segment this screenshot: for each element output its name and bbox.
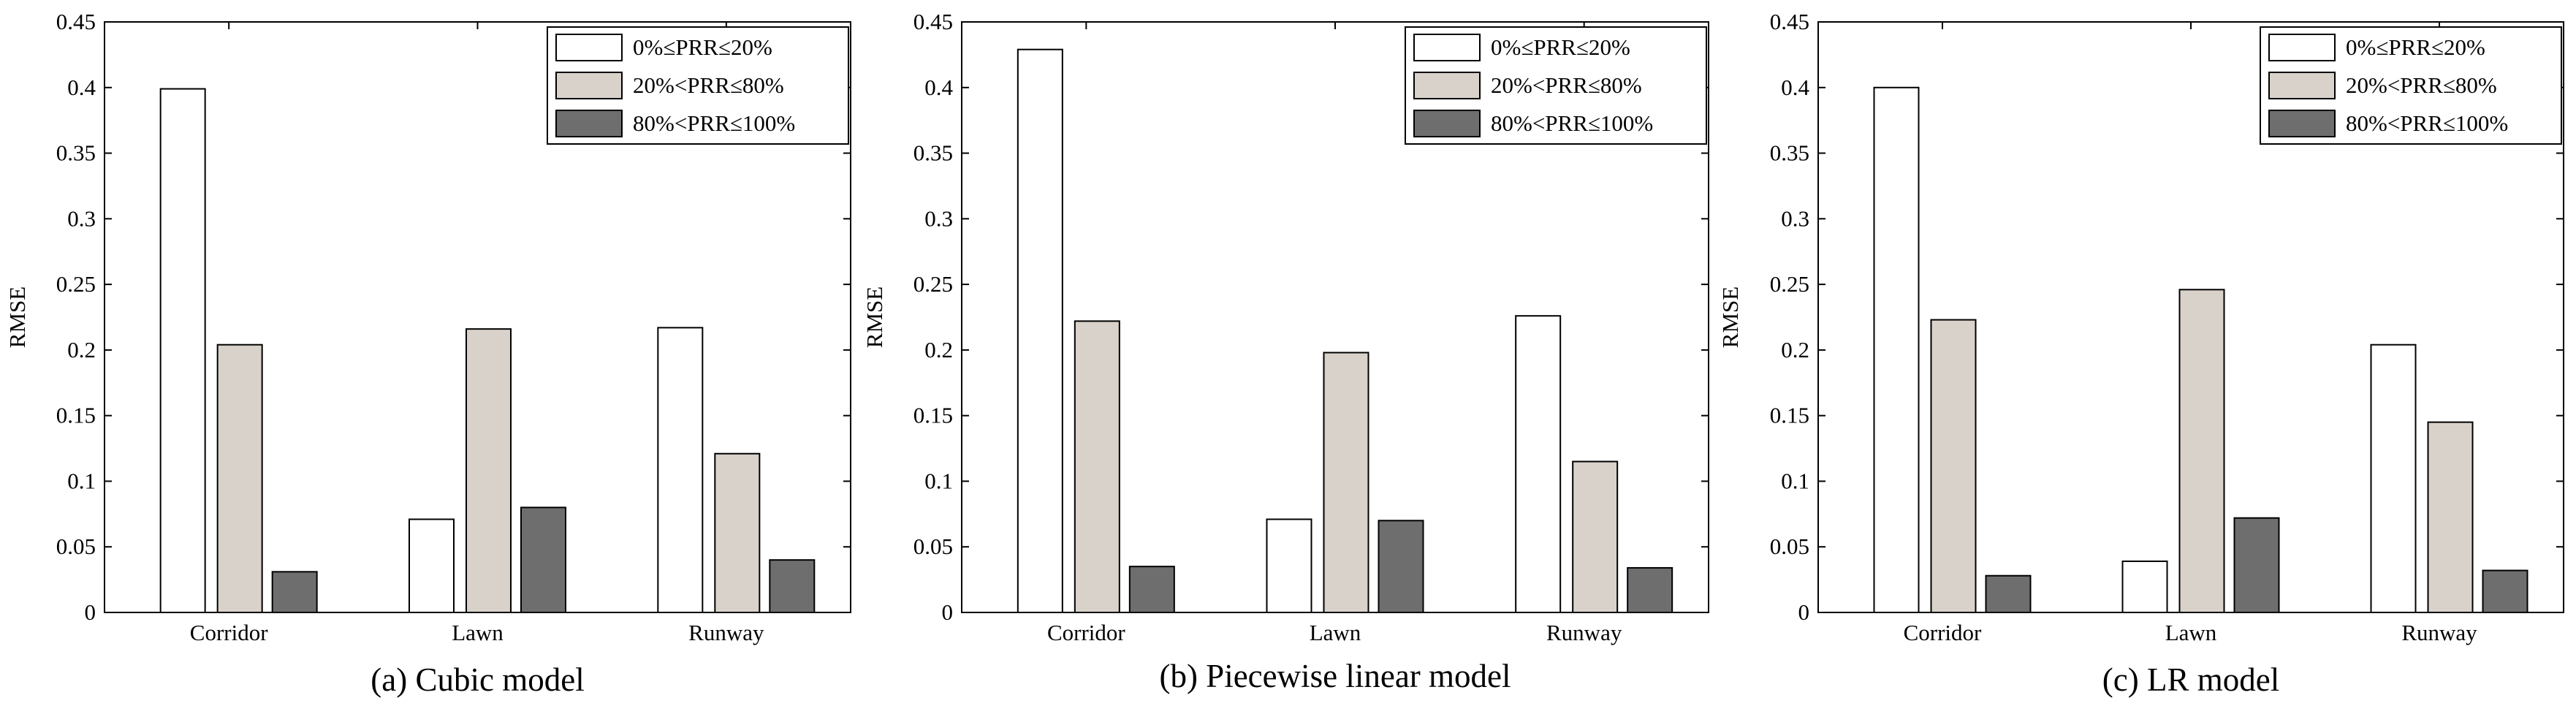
y-tick-label: 0.3 bbox=[67, 205, 96, 231]
bar-lawn-series-1 bbox=[409, 518, 455, 614]
legend-swatch-1 bbox=[2268, 34, 2336, 61]
bar-corridor-series-1 bbox=[159, 88, 206, 614]
bar-runway-series-3 bbox=[2482, 569, 2528, 614]
legend-label-3: 80%<PRR≤100% bbox=[2346, 110, 2508, 136]
y-tick-label: 0.4 bbox=[67, 75, 96, 100]
x-tick-label-corridor: Corridor bbox=[1904, 620, 1982, 645]
y-tick-label: 0.05 bbox=[913, 534, 953, 559]
bar-lawn-series-2 bbox=[2178, 289, 2225, 613]
y-tick-label: 0.1 bbox=[67, 468, 96, 493]
chart-caption-2: (b) Piecewise linear model bbox=[1159, 658, 1511, 694]
legend-swatch-3 bbox=[555, 110, 623, 137]
y-tick-label: 0.25 bbox=[1770, 271, 1809, 297]
y-tick-label: 0.05 bbox=[1770, 534, 1809, 559]
bar-corridor-series-2 bbox=[1074, 320, 1120, 613]
y-tick-label: 0.45 bbox=[56, 9, 96, 34]
x-tick-label-runway: Runway bbox=[2401, 620, 2477, 645]
y-tick-label: 0.4 bbox=[924, 75, 953, 100]
legend-swatch-3 bbox=[1413, 110, 1481, 137]
y-tick-label: 0.3 bbox=[924, 205, 953, 231]
bar-runway-series-1 bbox=[657, 327, 704, 613]
bar-runway-series-2 bbox=[2427, 421, 2474, 614]
bar-lawn-series-2 bbox=[466, 328, 512, 613]
y-tick-label: 0.1 bbox=[924, 468, 953, 493]
x-tick-label-lawn: Lawn bbox=[1310, 620, 1361, 645]
legend-label-1: 0%≤PRR≤20% bbox=[2346, 34, 2485, 60]
legend-swatch-3 bbox=[2268, 110, 2336, 137]
bar-corridor-series-3 bbox=[271, 571, 318, 613]
y-tick-label: 0.35 bbox=[1770, 140, 1809, 166]
x-tick-label-runway: Runway bbox=[1546, 620, 1622, 645]
bar-runway-series-3 bbox=[1627, 566, 1673, 613]
y-axis-label: RMSE bbox=[4, 286, 30, 348]
bar-lawn-series-2 bbox=[1323, 352, 1369, 613]
y-tick-label: 0.2 bbox=[924, 337, 953, 362]
bar-corridor-series-1 bbox=[1873, 86, 1920, 614]
y-axis-label: RMSE bbox=[1717, 286, 1743, 348]
y-tick-label: 0.4 bbox=[1781, 75, 1809, 100]
legend-swatch-1 bbox=[1413, 34, 1481, 61]
y-tick-label: 0.45 bbox=[913, 9, 953, 34]
bar-corridor-series-2 bbox=[1930, 319, 1977, 613]
y-tick-label: 0.3 bbox=[1781, 205, 1809, 231]
bar-corridor-series-3 bbox=[1985, 574, 2032, 613]
x-tick-label-corridor: Corridor bbox=[1047, 620, 1125, 645]
y-tick-label: 0.35 bbox=[913, 140, 953, 166]
legend-label-3: 80%<PRR≤100% bbox=[1491, 110, 1653, 136]
y-tick-label: 0.35 bbox=[56, 140, 96, 166]
legend-label-2: 20%<PRR≤80% bbox=[1491, 72, 1642, 98]
y-tick-label: 0.1 bbox=[1781, 468, 1809, 493]
chart-caption-3: (c) LR model bbox=[2102, 661, 2279, 698]
bar-runway-series-1 bbox=[2370, 343, 2417, 613]
y-tick-label: 0.25 bbox=[913, 271, 953, 297]
y-tick-label: 0.45 bbox=[1770, 9, 1809, 34]
legend-label-2: 20%<PRR≤80% bbox=[633, 72, 784, 98]
bar-lawn-series-1 bbox=[2121, 560, 2168, 613]
bar-lawn-series-1 bbox=[1266, 518, 1312, 614]
y-tick-label: 0 bbox=[85, 599, 96, 625]
y-tick-label: 0.15 bbox=[1770, 403, 1809, 428]
bar-lawn-series-3 bbox=[2233, 517, 2280, 613]
bar-runway-series-2 bbox=[1572, 460, 1619, 613]
bar-lawn-series-3 bbox=[520, 506, 566, 613]
y-tick-label: 0.15 bbox=[56, 403, 96, 428]
legend-swatch-1 bbox=[555, 34, 623, 61]
x-tick-label-lawn: Lawn bbox=[452, 620, 504, 645]
legend-swatch-2 bbox=[555, 72, 623, 99]
y-axis-label: RMSE bbox=[862, 286, 887, 348]
y-tick-label: 0 bbox=[942, 599, 954, 625]
chart-caption-1: (a) Cubic model bbox=[371, 661, 584, 698]
bar-corridor-series-1 bbox=[1017, 48, 1063, 613]
legend-label-2: 20%<PRR≤80% bbox=[2346, 72, 2497, 98]
bar-runway-series-3 bbox=[769, 559, 816, 614]
bar-runway-series-1 bbox=[1515, 315, 1562, 613]
legend-label-1: 0%≤PRR≤20% bbox=[1491, 34, 1630, 60]
x-tick-label-lawn: Lawn bbox=[2165, 620, 2217, 645]
bar-corridor-series-3 bbox=[1128, 566, 1175, 614]
y-tick-label: 0.2 bbox=[67, 337, 96, 362]
y-tick-label: 0.15 bbox=[913, 403, 953, 428]
legend-label-3: 80%<PRR≤100% bbox=[633, 110, 795, 136]
x-tick-label-runway: Runway bbox=[688, 620, 764, 645]
legend-label-1: 0%≤PRR≤20% bbox=[633, 34, 772, 60]
y-tick-label: 0 bbox=[1798, 599, 1810, 625]
bar-runway-series-2 bbox=[714, 452, 761, 614]
bar-corridor-series-2 bbox=[216, 343, 263, 613]
bar-lawn-series-3 bbox=[1378, 520, 1424, 613]
y-tick-label: 0.25 bbox=[56, 271, 96, 297]
y-tick-label: 0.2 bbox=[1781, 337, 1809, 362]
x-tick-label-corridor: Corridor bbox=[190, 620, 268, 645]
legend-swatch-2 bbox=[1413, 72, 1481, 99]
y-tick-label: 0.05 bbox=[56, 534, 96, 559]
legend-swatch-2 bbox=[2268, 72, 2336, 99]
